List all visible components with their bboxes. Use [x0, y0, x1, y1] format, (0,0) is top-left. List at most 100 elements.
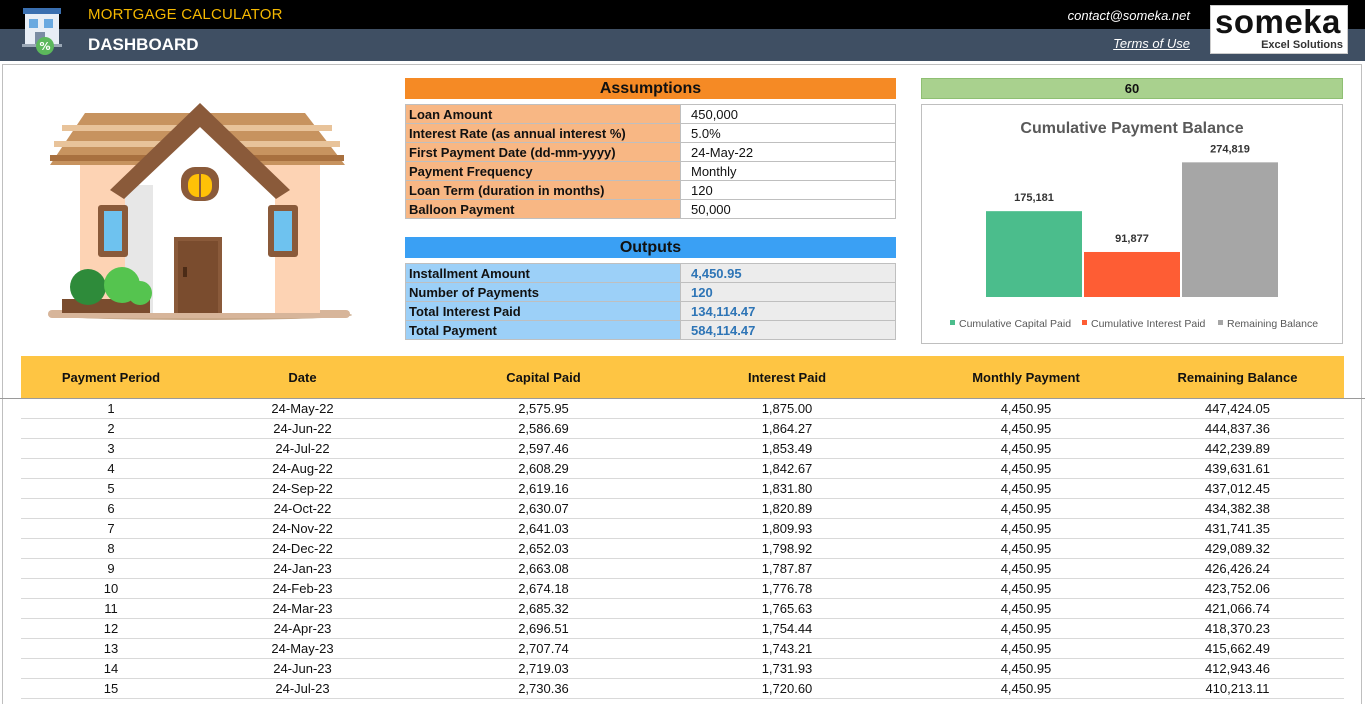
table-cell: 24-May-22 [271, 401, 334, 416]
assumption-row: Loan Term (duration in months) 120 [405, 180, 896, 200]
assumptions-header: Assumptions [405, 78, 896, 99]
table-cell: 1,875.00 [761, 401, 813, 416]
table-cell: 442,239.89 [1204, 441, 1271, 456]
loan-amount-input[interactable]: 450,000 [680, 104, 896, 124]
table-row: 7 24-Nov-22 2,641.03 1,809.93 4,450.95 431,74… [21, 519, 1344, 539]
output-label: Number of Payments [405, 282, 681, 302]
assumption-label: Balloon Payment [405, 199, 681, 219]
table-cell: 421,066.74 [1204, 601, 1271, 616]
legend-swatch [1218, 320, 1223, 325]
bar-data-label: 175,181 [1014, 192, 1054, 204]
schedule-table-body: 1 24-May-22 2,575.95 1,875.00 4,450.95 447,42… [21, 399, 1344, 699]
table-row: 13 24-May-23 2,707.74 1,743.21 4,450.95 415,6… [21, 639, 1344, 659]
table-cell: 1,842.67 [761, 461, 813, 476]
assumption-row: Balloon Payment 50,000 [405, 199, 896, 219]
output-row: Total Payment 584,114.47 [405, 320, 896, 340]
svg-text:%: % [39, 40, 50, 53]
col-header-interest-paid: Interest Paid [747, 370, 827, 385]
table-cell: 426,426.24 [1204, 561, 1271, 576]
table-cell: 9 [107, 561, 115, 576]
table-cell: 1,787.87 [761, 561, 813, 576]
table-cell: 4,450.95 [1000, 601, 1052, 616]
output-label: Total Interest Paid [405, 301, 681, 321]
table-cell: 2,630.07 [518, 501, 569, 516]
table-cell: 1,820.89 [761, 501, 813, 516]
terms-of-use-link[interactable]: Terms of Use [1113, 36, 1190, 51]
table-row: 9 24-Jan-23 2,663.08 1,787.87 4,450.95 426,42… [21, 559, 1344, 579]
table-cell: 11 [104, 601, 118, 616]
table-cell: 4 [107, 461, 115, 476]
table-row: 10 24-Feb-23 2,674.18 1,776.78 4,450.95 423,7… [21, 579, 1344, 599]
output-label: Installment Amount [405, 263, 681, 283]
cumulative-payment-chart: Cumulative Payment Balance 175,181 91,877… [950, 120, 1318, 330]
table-cell: 4,450.95 [1000, 581, 1052, 596]
assumption-row: Payment Frequency Monthly [405, 161, 896, 181]
table-row: 11 24-Mar-23 2,685.32 1,765.63 4,450.95 421,0… [21, 599, 1344, 619]
table-cell: 24-Jan-23 [273, 561, 332, 576]
loan-term-input[interactable]: 120 [680, 180, 896, 200]
bar-2 [1182, 162, 1278, 297]
table-cell: 24-Nov-22 [272, 521, 333, 536]
table-cell: 1,809.93 [761, 521, 813, 536]
legend-entry: Cumulative Capital Paid [959, 318, 1071, 330]
table-cell: 431,741.35 [1204, 521, 1271, 536]
table-cell: 1,720.60 [761, 681, 813, 696]
interest-rate-input[interactable]: 5.0% [680, 123, 896, 143]
page-title: DASHBOARD [88, 35, 199, 54]
table-row: 4 24-Aug-22 2,608.29 1,842.67 4,450.95 439,63… [21, 459, 1344, 479]
balloon-payment-input[interactable]: 50,000 [680, 199, 896, 219]
table-row: 5 24-Sep-22 2,619.16 1,831.80 4,450.95 437,01… [21, 479, 1344, 499]
header-divider [0, 398, 1365, 399]
table-cell: 1,853.49 [761, 441, 813, 456]
table-cell: 2,707.74 [518, 641, 569, 656]
period-selector[interactable]: 60 [921, 78, 1343, 99]
col-header-date: Date [288, 370, 317, 385]
table-cell: 4,450.95 [1000, 641, 1052, 656]
table-cell: 1,776.78 [761, 581, 813, 596]
table-cell: 2,674.18 [518, 581, 569, 596]
table-cell: 1,864.27 [761, 421, 813, 436]
table-cell: 2,608.29 [518, 461, 569, 476]
table-cell: 10 [103, 581, 119, 596]
table-cell: 24-Jun-23 [273, 661, 332, 676]
table-cell: 2,719.03 [518, 661, 569, 676]
table-cell: 4,450.95 [1000, 521, 1052, 536]
table-cell: 24-Oct-22 [273, 501, 332, 516]
table-cell: 5 [107, 481, 115, 496]
output-label: Total Payment [405, 320, 681, 340]
contact-email[interactable]: contact@someka.net [1067, 8, 1190, 23]
table-cell: 3 [107, 441, 115, 456]
table-cell: 24-Aug-22 [272, 461, 333, 476]
table-cell: 4,450.95 [1000, 481, 1052, 496]
table-cell: 2,663.08 [518, 561, 569, 576]
assumption-row: Loan Amount 450,000 [405, 104, 896, 124]
table-cell: 2,730.36 [518, 681, 569, 696]
table-cell: 412,943.46 [1204, 661, 1271, 676]
table-row: 6 24-Oct-22 2,630.07 1,820.89 4,450.95 434,38… [21, 499, 1344, 519]
table-cell: 415,662.49 [1204, 641, 1271, 656]
table-row: 2 24-Jun-22 2,586.69 1,864.27 4,450.95 444,83… [21, 419, 1344, 439]
table-cell: 1,731.93 [761, 661, 813, 676]
table-cell: 24-Mar-23 [272, 601, 333, 616]
schedule-table-header: Payment Period Date Capital Paid Interes… [21, 356, 1344, 398]
installment-amount-value: 4,450.95 [680, 263, 896, 283]
table-cell: 444,837.36 [1204, 421, 1271, 436]
legend-swatch [1082, 320, 1087, 325]
chart-container: Cumulative Payment Balance 175,181 91,877… [921, 104, 1343, 344]
col-header-remaining-balance: Remaining Balance [1177, 370, 1298, 385]
assumptions-table: Loan Amount 450,000 Interest Rate (as an… [405, 104, 896, 219]
table-cell: 24-Jun-22 [273, 421, 332, 436]
someka-logo[interactable]: someka Excel Solutions [1210, 3, 1348, 54]
first-payment-date-input[interactable]: 24-May-22 [680, 142, 896, 162]
table-row: 12 24-Apr-23 2,696.51 1,754.44 4,450.95 418,3… [21, 619, 1344, 639]
outputs-header: Outputs [405, 237, 896, 258]
table-cell: 1 [107, 401, 115, 416]
table-cell: 4,450.95 [1000, 501, 1052, 516]
table-cell: 15 [103, 681, 119, 696]
payment-frequency-select[interactable]: Monthly [680, 161, 896, 181]
total-payment-value: 584,114.47 [680, 320, 896, 340]
assumption-label: Interest Rate (as annual interest %) [405, 123, 681, 143]
app-title: MORTGAGE CALCULATOR [88, 6, 283, 23]
table-row: 3 24-Jul-22 2,597.46 1,853.49 4,450.95 442,23… [21, 439, 1344, 459]
table-cell: 24-Jul-23 [275, 681, 330, 696]
